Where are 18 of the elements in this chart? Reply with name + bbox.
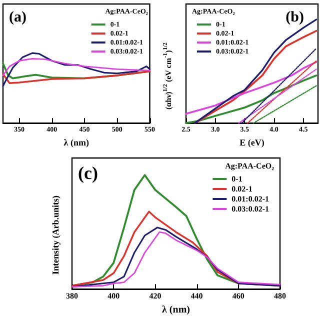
x-tick-label: 480 (274, 292, 286, 301)
legend-label: 0-1 (232, 174, 242, 184)
chart-title: (a) (9, 10, 26, 26)
legend-label: 0.02-1 (232, 184, 252, 194)
x-tick-label: 400 (108, 292, 120, 301)
x-tick-label: 380 (66, 292, 78, 301)
x-tick-label: 420 (149, 292, 162, 301)
x-axis-title: λ (nm) (64, 138, 89, 148)
legend-title: Ag:PAA-CeO₂ (225, 162, 275, 170)
legend-label: 0.01:0.02-1 (232, 194, 269, 204)
chart-title: (b) (286, 10, 304, 26)
x-tick-label: 440 (190, 292, 203, 301)
chart-title: (c) (78, 163, 98, 183)
x-axis-title: λ (nm) (162, 304, 190, 316)
x-axis-title: E (eV) (240, 138, 264, 148)
legend-label: 0.03:0.02-1 (232, 204, 269, 214)
y-axis-title: Intensity (Arb.units) (50, 195, 60, 275)
x-tick-label: 460 (232, 292, 244, 301)
